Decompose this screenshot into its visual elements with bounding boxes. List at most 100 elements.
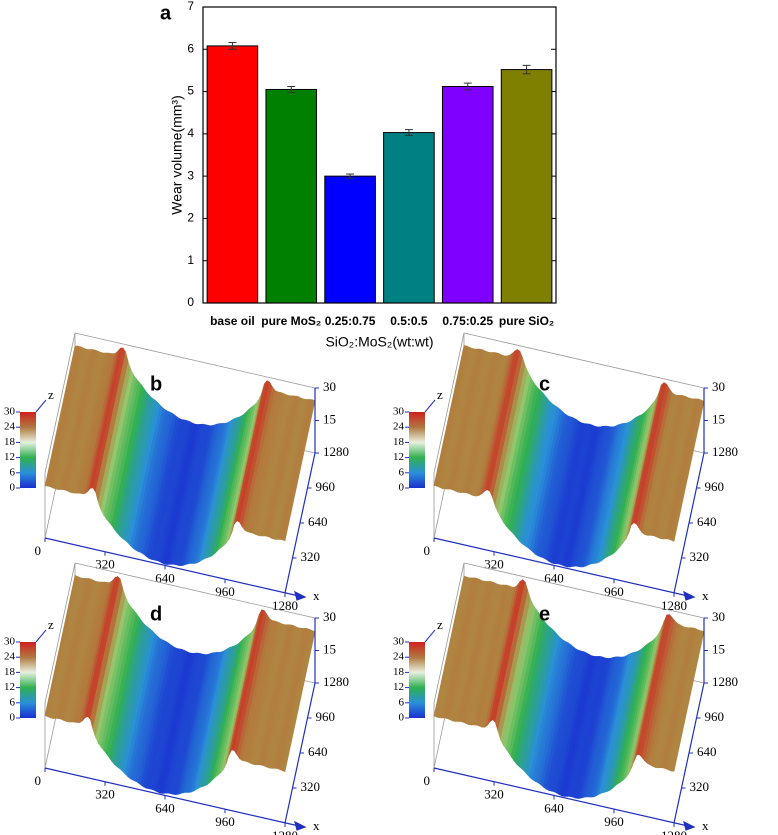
surface bbox=[433, 345, 705, 568]
z-arrow bbox=[424, 399, 436, 413]
x-tick-label: 320 bbox=[95, 787, 115, 802]
error-bar bbox=[404, 129, 413, 137]
y-tick-label: 320 bbox=[301, 779, 321, 794]
bar bbox=[383, 132, 435, 304]
box-edge bbox=[44, 332, 76, 474]
y-tick-label: 1280 bbox=[712, 674, 738, 689]
colorbar-tick-label: 0 bbox=[399, 712, 405, 724]
x-tick-label: 1280 bbox=[272, 828, 298, 835]
x-tick-label: 640 bbox=[544, 570, 564, 585]
y-tick-label: 5 bbox=[187, 84, 194, 98]
error-bar bbox=[463, 82, 472, 91]
x-axis bbox=[44, 537, 300, 597]
y-tick-label: 960 bbox=[316, 479, 336, 494]
x-tick-label: 1280 bbox=[661, 828, 687, 835]
box-edge bbox=[463, 332, 705, 389]
colorbar-tick-label: 24 bbox=[393, 651, 405, 663]
z-arrow bbox=[35, 629, 47, 643]
z-axis-label: z bbox=[437, 387, 443, 402]
x-tick-label: 640 bbox=[155, 570, 175, 585]
y-tick-label: 7 bbox=[187, 0, 194, 13]
x-tick-label: 0 bbox=[35, 773, 42, 788]
x-tick-label: 960 bbox=[604, 584, 624, 599]
colorbar-tick-label: 0 bbox=[10, 482, 16, 494]
y-tick-label: 1280 bbox=[712, 444, 738, 459]
panel-label: d bbox=[150, 603, 162, 625]
z-tick-label: 15 bbox=[323, 411, 336, 426]
axis-arrow bbox=[683, 820, 696, 831]
colorbar-tick-label: 30 bbox=[393, 636, 405, 648]
y-tick-label: 1280 bbox=[323, 674, 349, 689]
surface-panel: x0320640960128032064096012801530z0612182… bbox=[4, 332, 349, 613]
colorbar-tick-label: 6 bbox=[399, 696, 405, 708]
colorbar bbox=[20, 642, 36, 718]
z-tick-label: 30 bbox=[712, 609, 725, 624]
x-tick-label: base oil bbox=[210, 314, 255, 328]
bar bbox=[500, 69, 553, 304]
panel-label: e bbox=[539, 603, 550, 625]
x-axis-label: x bbox=[313, 588, 320, 603]
x-tick-label: 320 bbox=[484, 787, 504, 802]
bar-chart: a 0 1 2 3 4 5 6 7 base oil pure MoS₂ 0.25:0.75 0.5:0… bbox=[160, 0, 557, 350]
panel-label: c bbox=[539, 373, 550, 395]
x-tick-label: 0.5:0.5 bbox=[390, 314, 428, 328]
box-edge bbox=[74, 332, 316, 389]
box-edge bbox=[44, 562, 76, 704]
colorbar-tick-label: 18 bbox=[393, 436, 405, 448]
y-tick-label: 4 bbox=[187, 126, 194, 140]
x-tick-label: 640 bbox=[544, 800, 564, 815]
colorbar-tick-label: 18 bbox=[4, 666, 16, 678]
x-tick-label: 0.25:0.75 bbox=[325, 314, 376, 328]
x-tick-label: 960 bbox=[215, 584, 235, 599]
y-tick-label: 640 bbox=[308, 514, 328, 529]
x-axis-label: SiO₂:MoS₂(wt:wt) bbox=[325, 334, 433, 350]
x-tick-label: 0 bbox=[424, 773, 431, 788]
x-tick-label: pure MoS₂ bbox=[261, 314, 321, 328]
surface-panel: x0320640960128032064096012801530z0612182… bbox=[4, 562, 349, 835]
colorbar bbox=[409, 642, 425, 718]
colorbar-tick-label: 12 bbox=[4, 451, 15, 463]
error-bar bbox=[346, 173, 355, 179]
colorbar-tick-label: 6 bbox=[10, 696, 16, 708]
colorbar-tick-label: 30 bbox=[393, 406, 405, 418]
colorbar-tick-label: 12 bbox=[393, 451, 404, 463]
z-axis-label: z bbox=[48, 617, 54, 632]
y-tick-label: 640 bbox=[697, 744, 717, 759]
z-tick-label: 30 bbox=[712, 379, 725, 394]
x-tick-label: 320 bbox=[484, 557, 504, 572]
y-tick-label: 0 bbox=[187, 295, 194, 309]
x-tick-label: 0 bbox=[424, 543, 431, 558]
plot-frame bbox=[202, 6, 557, 304]
axis-arrow bbox=[294, 820, 307, 831]
x-axis bbox=[433, 767, 689, 827]
y-tick-label: 320 bbox=[690, 549, 710, 564]
box-edge bbox=[74, 562, 316, 619]
y-tick-label: 6 bbox=[187, 41, 194, 55]
panel-label: a bbox=[160, 2, 172, 24]
x-axis-label: x bbox=[313, 818, 320, 833]
y-tick-label: 640 bbox=[308, 744, 328, 759]
surface bbox=[433, 575, 705, 799]
y-tick-label: 960 bbox=[705, 709, 725, 724]
colorbar-tick-label: 6 bbox=[10, 466, 16, 478]
y-tick-label: 640 bbox=[697, 514, 717, 529]
z-arrow bbox=[35, 399, 47, 413]
x-tick-label: 640 bbox=[155, 800, 175, 815]
colorbar-tick-label: 0 bbox=[10, 712, 16, 724]
x-tick-label: 320 bbox=[95, 557, 115, 572]
surface bbox=[44, 574, 316, 795]
box-edge bbox=[433, 332, 465, 474]
y-tick-label: 960 bbox=[705, 479, 725, 494]
colorbar-tick-label: 18 bbox=[393, 666, 405, 678]
surface-panel: x0320640960128032064096012801530z0612182… bbox=[393, 562, 738, 835]
colorbar-tick-label: 24 bbox=[4, 651, 16, 663]
colorbar-tick-label: 24 bbox=[393, 421, 405, 433]
z-axis-label: z bbox=[437, 617, 443, 632]
bar bbox=[441, 85, 494, 304]
z-tick-label: 30 bbox=[323, 379, 336, 394]
z-arrow bbox=[424, 629, 436, 643]
z-axis-label: z bbox=[48, 387, 54, 402]
colorbar-tick-label: 30 bbox=[4, 406, 16, 418]
